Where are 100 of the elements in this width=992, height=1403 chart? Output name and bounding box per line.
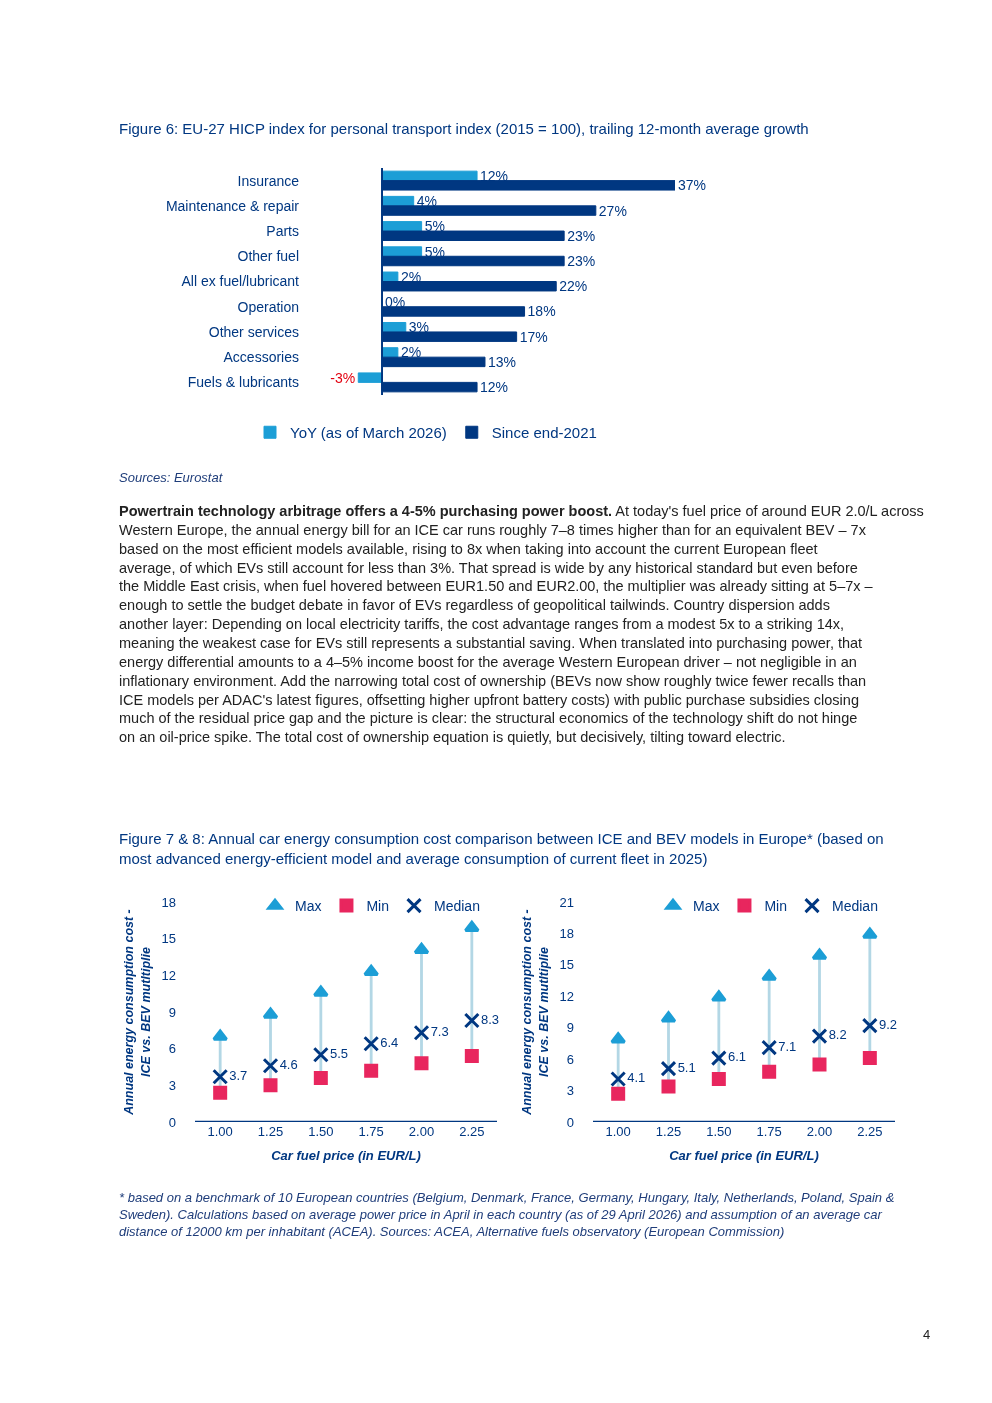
x-tick-label: 1.75: [756, 1124, 782, 1139]
y-tick-label: Accessories: [223, 349, 299, 366]
x-tick-label: 2.00: [408, 1124, 435, 1139]
x-tick-label: 1.75: [358, 1124, 384, 1139]
point: [363, 1035, 380, 1052]
text: Powertrain technology arbitrage offers a 4-5% purchasing power boost.: [119, 503, 613, 519]
point: [611, 1086, 626, 1101]
point: [463, 1012, 480, 1029]
data-label: 5.5: [329, 1046, 349, 1062]
data-label: 4.1: [627, 1070, 646, 1086]
point: [463, 920, 480, 932]
data-label: 0%: [385, 293, 406, 310]
bar: [381, 246, 423, 257]
bar: [381, 347, 399, 358]
point: [364, 1063, 379, 1078]
point: [313, 1071, 328, 1085]
point: [811, 1028, 828, 1045]
data-label: 23%: [567, 227, 596, 244]
y-tick-label: 18: [161, 894, 176, 910]
point: [610, 1071, 627, 1088]
data-label: 23%: [567, 253, 596, 270]
data-label: 4%: [416, 193, 437, 210]
y-tick-label: 6: [566, 1051, 574, 1067]
chart-title: Figure 6: EU-27 HICP index for personal transport index (2015 = 100), trailing 12-month average growth: [119, 120, 809, 137]
data-label: 3%: [408, 319, 430, 336]
x-tick-label: 1.00: [605, 1124, 631, 1139]
y-tick-label: 0: [566, 1114, 574, 1130]
point: [660, 1011, 677, 1023]
y-tick-label: 21: [559, 894, 574, 910]
point: [861, 927, 878, 939]
data-label: 13%: [487, 353, 516, 370]
point: [811, 948, 828, 960]
y-tick-label: 9: [566, 1020, 574, 1036]
legend-label: Max: [295, 898, 322, 915]
data-label: 7.1: [778, 1038, 797, 1054]
legend-label: Max: [693, 898, 720, 915]
x-tick-label: 2.25: [459, 1124, 485, 1139]
point: [262, 1007, 279, 1019]
y-axis-title: Annual energy consumption cost - ICE vs. BEV mutltiplie: [520, 909, 551, 1116]
y-tick-label: 3: [168, 1077, 176, 1093]
point: [262, 1057, 279, 1074]
data-label: 5.1: [677, 1059, 696, 1075]
y-tick-label: Insurance: [237, 172, 300, 189]
legend-label: Min: [764, 898, 788, 915]
data-label: 8.2: [828, 1027, 847, 1043]
point: [413, 942, 430, 954]
data-label: 3.7: [229, 1068, 248, 1084]
y-tick-label: Operation: [237, 298, 299, 315]
data-label: -3%: [330, 369, 356, 386]
point: [862, 1051, 877, 1066]
y-tick-label: 9: [168, 1004, 176, 1020]
data-label: 22%: [559, 278, 588, 295]
y-axis-title: Annual energy consumption cost - ICE vs. BEV mutltiplie: [122, 909, 153, 1116]
data-label: 2%: [400, 344, 422, 361]
point: [812, 1057, 827, 1072]
x-axis-title: Car fuel price (in EUR/L): [669, 1147, 819, 1163]
data-label: 6.4: [380, 1035, 399, 1051]
x-axis-title: Car fuel price (in EUR/L): [271, 1147, 421, 1163]
y-tick-label: 6: [168, 1041, 176, 1057]
point: [413, 1024, 430, 1041]
data-label: 8.3: [480, 1011, 500, 1027]
y-tick-label: 0: [168, 1114, 176, 1130]
text: 4: [923, 1327, 931, 1342]
point: [263, 1078, 278, 1093]
y-tick-label: 18: [559, 925, 574, 941]
y-tick-label: Fuels & lubricants: [187, 374, 299, 391]
data-label: 27%: [598, 202, 627, 219]
point: [213, 1085, 228, 1100]
point: [212, 1029, 229, 1041]
source-note: Sources: Eurostat: [119, 470, 224, 485]
legend-label: YoY (as of March 2026): [290, 424, 447, 442]
data-label: 9.2: [878, 1016, 898, 1032]
point: [761, 1039, 778, 1056]
x-tick-label: 1.25: [655, 1124, 682, 1139]
data-label: 17%: [519, 328, 548, 345]
y-tick-label: 15: [559, 957, 574, 973]
point: [464, 1049, 479, 1063]
point: [212, 1068, 229, 1085]
y-tick-label: 12: [559, 988, 574, 1004]
data-label: 7.3: [430, 1024, 449, 1040]
legend-label: Median: [434, 898, 480, 915]
x-tick-label: 2.00: [806, 1124, 833, 1139]
y-tick-label: Other fuel: [237, 248, 299, 265]
point: [711, 1072, 726, 1087]
data-label: 6.1: [727, 1049, 747, 1065]
point: [861, 1017, 878, 1034]
point: [710, 990, 727, 1002]
data-label: 37%: [678, 177, 707, 194]
data-label: 5%: [424, 243, 445, 260]
data-label: 4.6: [279, 1057, 298, 1073]
point: [414, 1056, 429, 1071]
x-tick-label: 2.25: [857, 1124, 883, 1139]
point: [661, 1079, 676, 1094]
x-tick-label: 1.50: [308, 1124, 334, 1139]
data-label: 5%: [424, 218, 445, 235]
y-tick-label: Parts: [266, 222, 299, 239]
data-label: 18%: [527, 303, 556, 320]
y-tick-label: All ex fuel/lubricant: [181, 273, 300, 290]
point: [363, 964, 380, 976]
point: [761, 969, 778, 981]
